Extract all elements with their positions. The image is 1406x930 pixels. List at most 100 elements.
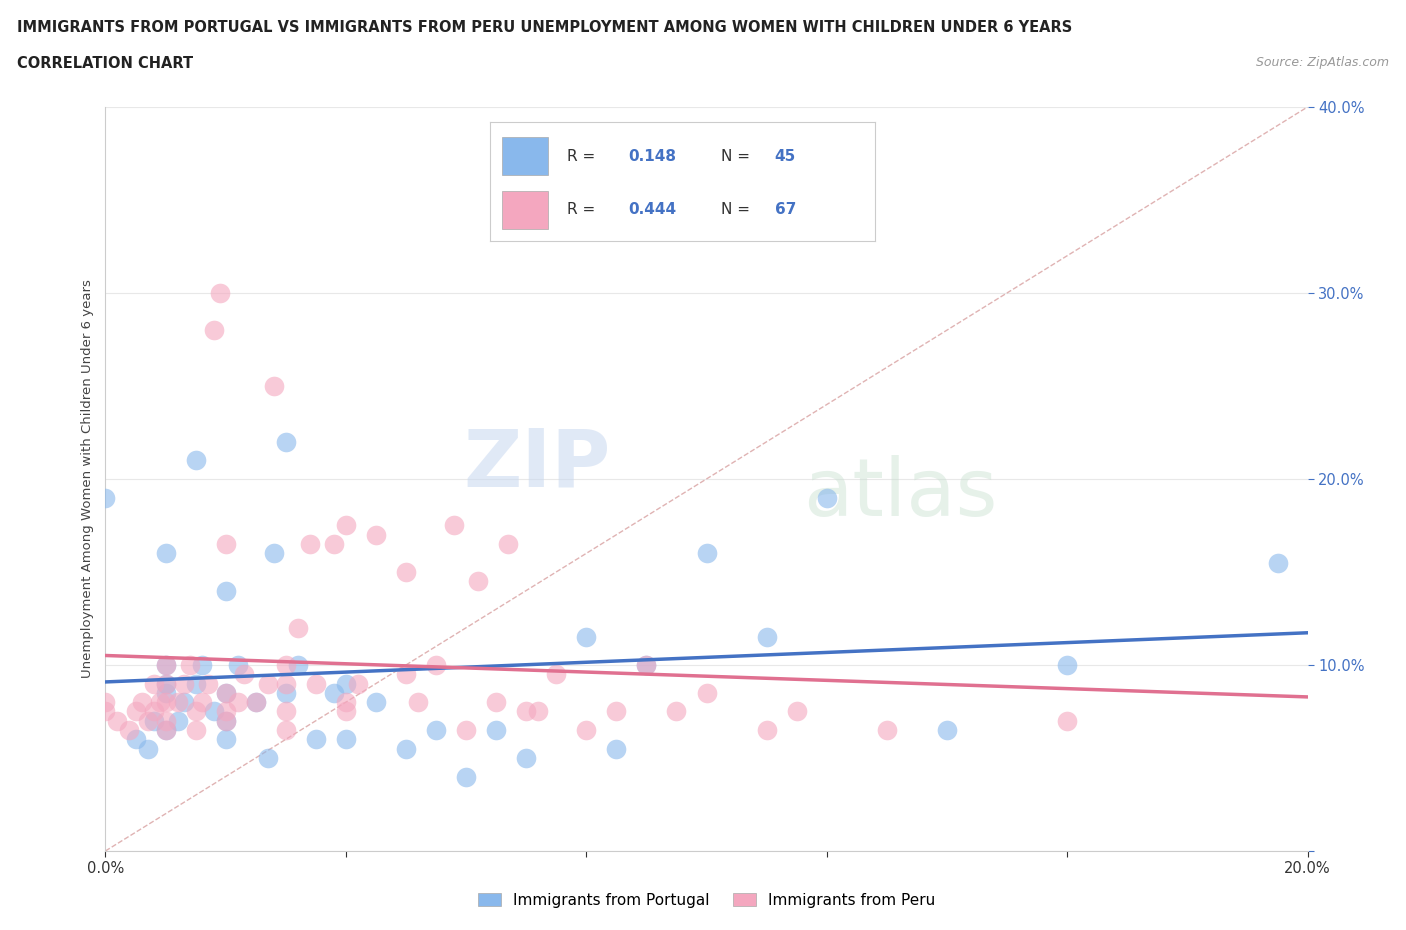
Point (406, 695, 429, 710)
Point (335, 676, 357, 691)
Point (155, 658, 177, 672)
Point (546, 667, 568, 682)
Point (605, 741, 627, 756)
Point (155, 658, 177, 672)
Point (94, 490, 117, 505)
Point (190, 695, 212, 710)
Point (467, 574, 489, 589)
Point (274, 704, 297, 719)
Text: Source: ZipAtlas.com: Source: ZipAtlas.com (1256, 56, 1389, 69)
Point (136, 713, 159, 728)
Point (166, 695, 188, 710)
Point (173, 676, 195, 691)
Point (173, 695, 195, 710)
Point (136, 741, 159, 756)
Point (202, 704, 225, 719)
Point (936, 723, 959, 737)
Point (274, 723, 297, 737)
Point (263, 379, 285, 393)
Point (155, 685, 177, 700)
Point (454, 769, 477, 784)
Point (395, 565, 418, 579)
Point (155, 713, 177, 728)
Point (124, 704, 146, 719)
Point (305, 732, 328, 747)
Point (395, 741, 418, 756)
Point (155, 676, 177, 691)
Point (274, 434, 297, 449)
Point (454, 723, 477, 737)
Point (118, 723, 141, 737)
Point (364, 695, 387, 710)
Point (179, 658, 201, 672)
Point (131, 695, 153, 710)
Point (575, 630, 598, 644)
Point (527, 704, 550, 719)
Point (696, 685, 718, 700)
Point (214, 583, 236, 598)
Text: atlas: atlas (803, 455, 997, 533)
Point (155, 723, 177, 737)
Point (94, 695, 117, 710)
Point (335, 732, 357, 747)
Point (347, 676, 370, 691)
Point (515, 704, 537, 719)
Point (245, 695, 267, 710)
Point (322, 685, 344, 700)
Point (335, 704, 357, 719)
Point (214, 537, 236, 551)
Point (876, 723, 898, 737)
Point (755, 630, 778, 644)
Text: CORRELATION CHART: CORRELATION CHART (17, 56, 193, 71)
Point (515, 751, 537, 765)
Point (425, 723, 447, 737)
Point (1267, 555, 1289, 570)
Point (94, 704, 117, 719)
Point (184, 676, 207, 691)
Y-axis label: Unemployment Among Women with Children Under 6 years: Unemployment Among Women with Children U… (82, 280, 94, 678)
Point (232, 667, 254, 682)
Point (274, 658, 297, 672)
Point (148, 695, 170, 710)
Point (226, 658, 249, 672)
Point (214, 732, 236, 747)
Point (155, 723, 177, 737)
Point (322, 537, 344, 551)
Point (274, 676, 297, 691)
Point (305, 676, 328, 691)
Point (636, 658, 658, 672)
Point (485, 695, 508, 710)
Point (274, 685, 297, 700)
Point (665, 704, 688, 719)
Point (107, 713, 129, 728)
Point (755, 723, 778, 737)
Point (395, 667, 418, 682)
Point (256, 751, 278, 765)
Point (425, 658, 447, 672)
Point (298, 537, 321, 551)
Point (142, 704, 165, 719)
Text: IMMIGRANTS FROM PORTUGAL VS IMMIGRANTS FROM PERU UNEMPLOYMENT AMONG WOMEN WITH C: IMMIGRANTS FROM PORTUGAL VS IMMIGRANTS F… (17, 20, 1073, 35)
Point (142, 676, 165, 691)
Point (197, 676, 219, 691)
Point (166, 713, 188, 728)
Point (256, 676, 278, 691)
Point (335, 695, 357, 710)
Point (155, 546, 177, 561)
Point (287, 620, 309, 635)
Point (184, 453, 207, 468)
Point (1056, 713, 1078, 728)
Point (155, 695, 177, 710)
Point (142, 713, 165, 728)
Point (208, 286, 231, 300)
Point (155, 676, 177, 691)
Point (786, 704, 808, 719)
Text: ZIP: ZIP (463, 425, 610, 503)
Legend: Immigrants from Portugal, Immigrants from Peru: Immigrants from Portugal, Immigrants fro… (472, 886, 941, 914)
Point (485, 723, 508, 737)
Point (815, 490, 838, 505)
Point (214, 704, 236, 719)
Point (496, 537, 519, 551)
Point (1056, 658, 1078, 672)
Point (184, 723, 207, 737)
